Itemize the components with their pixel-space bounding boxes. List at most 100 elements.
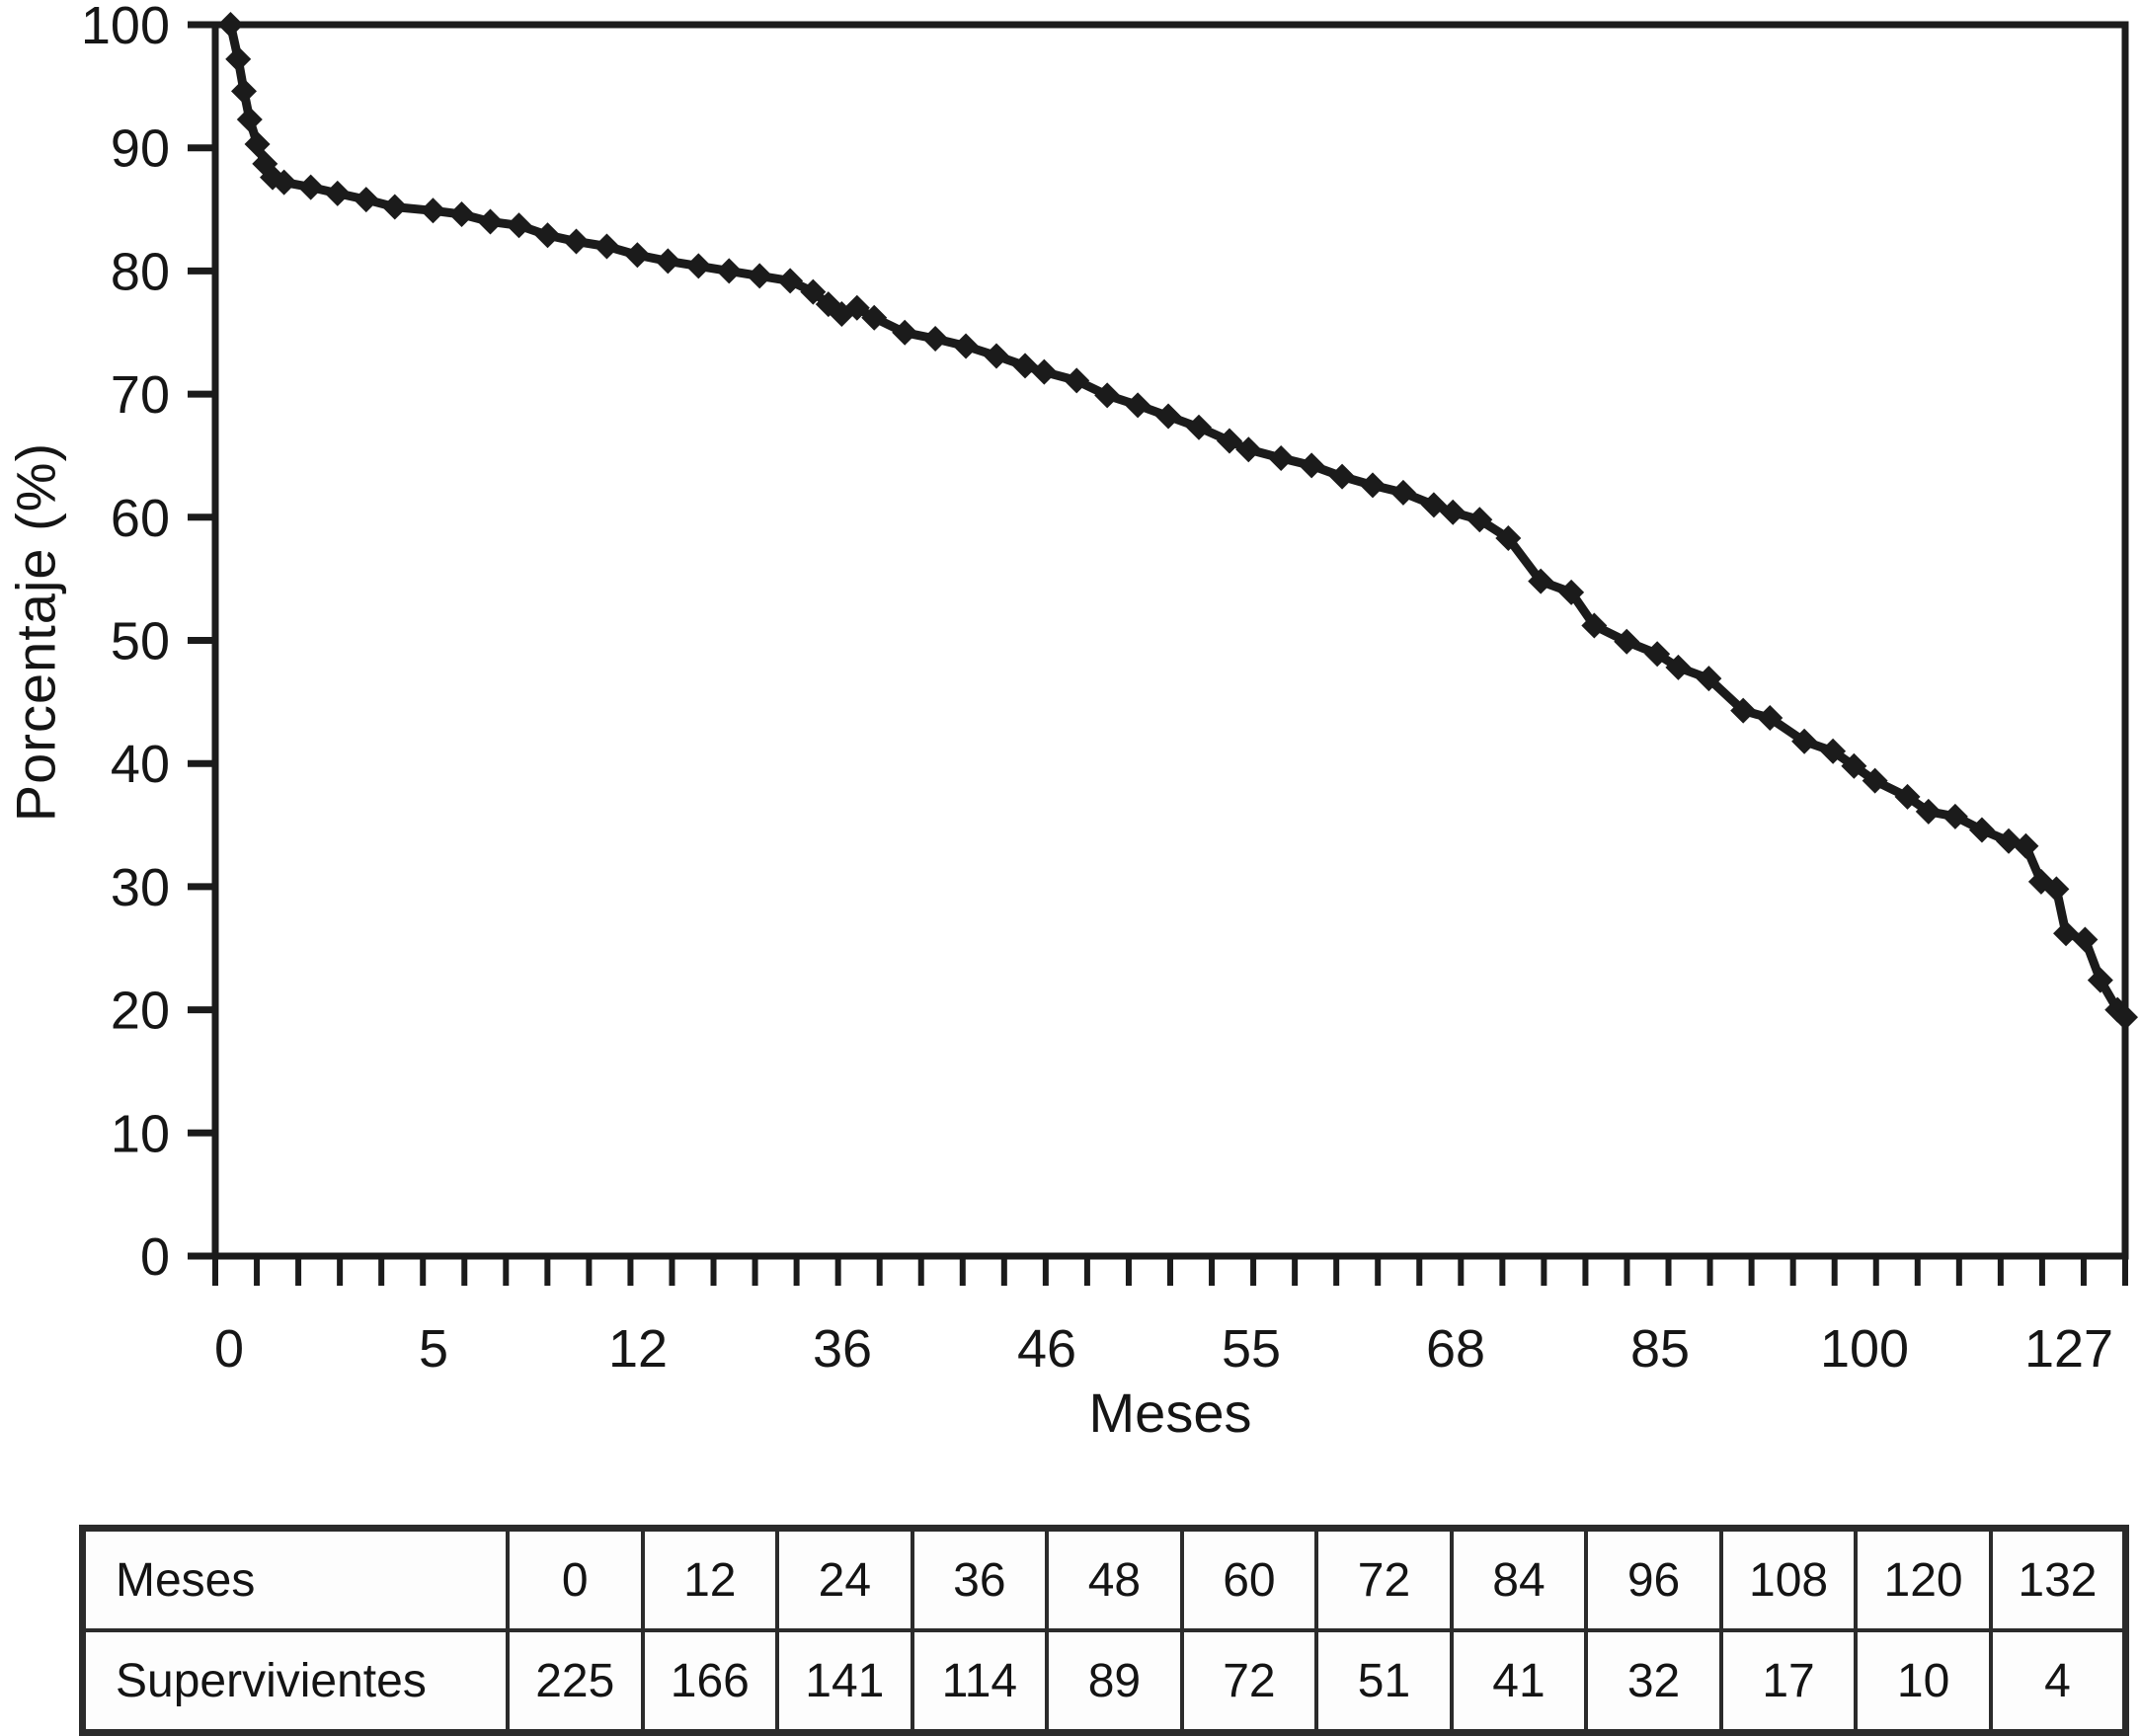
- table-cell: 141: [775, 1628, 914, 1735]
- data-point-marker: [1495, 524, 1522, 551]
- table-cell: 41: [1449, 1628, 1589, 1735]
- y-tick-label: 100: [81, 0, 170, 55]
- data-point-marker: [1841, 752, 1867, 779]
- data-point-marker: [1268, 444, 1295, 471]
- data-point-marker: [1155, 403, 1182, 430]
- y-tick-label: 0: [140, 1227, 170, 1287]
- data-point-marker: [1299, 452, 1325, 479]
- y-tick-label: 90: [111, 119, 170, 179]
- data-point-marker: [984, 343, 1010, 369]
- data-point-marker: [655, 248, 681, 275]
- table-row: Meses 0 12 24 36 48 60 72 84 96 108 120 132: [80, 1526, 2128, 1632]
- data-point-marker: [381, 194, 408, 220]
- data-point-marker: [1528, 568, 1554, 594]
- data-point-marker: [594, 233, 620, 260]
- table-cell: 108: [1718, 1526, 1859, 1632]
- data-point-marker: [1031, 358, 1058, 385]
- data-point-marker: [1329, 463, 1356, 490]
- table-cell: 24: [775, 1526, 914, 1632]
- table-cell: 72: [1314, 1526, 1454, 1632]
- data-point-marker: [1665, 654, 1692, 680]
- y-tick-label: 20: [111, 982, 170, 1041]
- survivors-table-body: Meses 0 12 24 36 48 60 72 84 96 108 120 132 Supervivi…: [80, 1526, 2128, 1735]
- y-tick-label: 30: [111, 858, 170, 917]
- data-point-marker: [1915, 798, 1942, 825]
- x-tick-label: 55: [1222, 1319, 1281, 1379]
- x-tick-label: 12: [608, 1319, 668, 1379]
- x-tick-label: 68: [1426, 1319, 1485, 1379]
- table-cell: 120: [1854, 1526, 1993, 1632]
- table-cell: 166: [640, 1628, 780, 1735]
- x-tick-label: 5: [419, 1319, 448, 1379]
- data-point-marker: [1360, 472, 1387, 499]
- data-point-marker: [2013, 832, 2039, 859]
- data-point-marker: [1791, 728, 1818, 754]
- data-point-marker: [777, 268, 804, 294]
- data-point-marker: [1558, 579, 1585, 605]
- data-point-marker: [716, 258, 743, 284]
- data-point-marker: [506, 212, 532, 239]
- data-point-marker: [1012, 353, 1039, 379]
- data-point-marker: [1186, 414, 1213, 440]
- data-point-marker: [1389, 479, 1416, 506]
- data-point-marker: [1466, 507, 1493, 533]
- table-row-header: Supervivientes: [80, 1628, 510, 1735]
- y-tick-label: 40: [111, 735, 170, 794]
- data-point-marker: [534, 222, 561, 249]
- data-point-marker: [353, 187, 379, 213]
- y-tick-label: 50: [111, 612, 170, 671]
- table-cell: 96: [1584, 1526, 1723, 1632]
- data-point-marker: [2053, 920, 2080, 947]
- data-point-marker: [448, 201, 475, 228]
- table-cell: 84: [1449, 1526, 1589, 1632]
- survival-curve-line: [226, 20, 2130, 1022]
- data-point-marker: [1581, 612, 1608, 639]
- table-cell: 132: [1988, 1526, 2128, 1632]
- data-point-marker: [324, 180, 351, 206]
- table-cell: 60: [1179, 1526, 1319, 1632]
- data-point-marker: [225, 45, 252, 72]
- y-tick-label: 70: [111, 365, 170, 425]
- data-point-marker: [236, 107, 263, 133]
- table-cell: 72: [1179, 1628, 1319, 1735]
- x-tick-label: 0: [214, 1319, 244, 1379]
- data-point-marker: [1094, 382, 1121, 409]
- y-tick-label: 60: [111, 489, 170, 548]
- data-point-marker: [1420, 492, 1447, 518]
- data-point-marker: [1730, 697, 1757, 724]
- table-cell: 0: [506, 1526, 645, 1632]
- data-point-marker: [244, 130, 271, 157]
- data-point-marker: [1894, 783, 1921, 810]
- data-point-marker: [800, 278, 827, 305]
- data-point-marker: [231, 78, 258, 105]
- data-point-marker: [892, 319, 918, 346]
- data-point-marker: [1125, 392, 1151, 419]
- table-cell: 225: [506, 1628, 645, 1735]
- table-cell: 51: [1314, 1628, 1454, 1735]
- x-tick-label: 100: [1820, 1319, 1909, 1379]
- data-point-marker: [747, 263, 773, 289]
- data-point-marker: [2112, 1004, 2138, 1031]
- table-cell: 17: [1718, 1628, 1859, 1735]
- data-point-marker: [922, 325, 949, 352]
- data-point-marker: [2043, 876, 2070, 903]
- data-point-marker: [2087, 967, 2113, 993]
- data-point-marker: [217, 12, 244, 38]
- data-point-marker: [1862, 767, 1888, 794]
- table-cell: 89: [1045, 1628, 1184, 1735]
- table-cell: 4: [1988, 1628, 2128, 1735]
- data-point-marker: [420, 197, 446, 224]
- data-point-marker: [1757, 705, 1783, 732]
- x-axis-title: Meses: [1088, 1381, 1252, 1444]
- x-tick-label: 85: [1630, 1319, 1690, 1379]
- table-cell: 32: [1584, 1628, 1723, 1735]
- data-point-marker: [624, 242, 651, 269]
- y-tick-label: 80: [111, 242, 170, 301]
- data-point-marker: [1216, 428, 1242, 454]
- table-cell: 48: [1045, 1526, 1184, 1632]
- x-tick-label: 127: [2024, 1319, 2113, 1379]
- x-tick-label: 36: [813, 1319, 872, 1379]
- data-point-marker: [843, 294, 870, 321]
- data-point-marker: [1696, 666, 1722, 692]
